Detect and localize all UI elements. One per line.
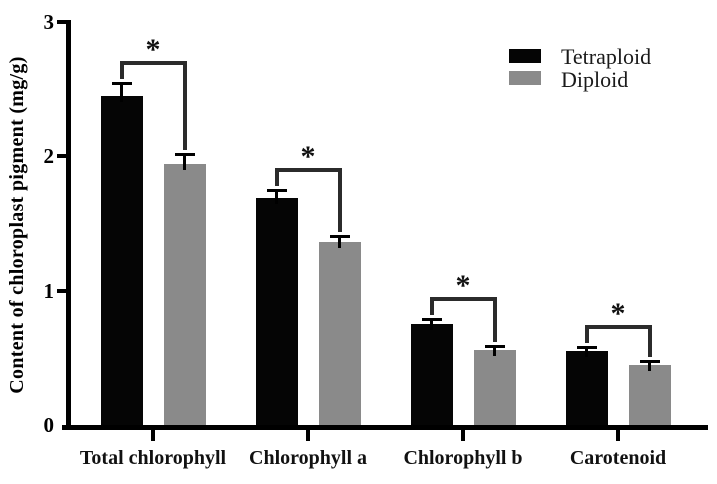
legend-swatch-tetraploid: [509, 49, 541, 63]
error-bar-cap-tetraploid-carotenoid: [576, 346, 597, 350]
error-bar-cap-diploid-total-chlorophyll: [174, 152, 195, 156]
significance-asterisk-chlorophyll-a: *: [300, 139, 316, 173]
bar-tetraploid-total-chlorophyll: [100, 95, 143, 425]
error-bar-stem-diploid-total-chlorophyll: [183, 153, 186, 171]
category-label-chlorophyll-a: Chlorophyll a: [249, 447, 367, 469]
error-bar-stem-tetraploid-chlorophyll-b: [430, 318, 433, 331]
y-tick-mark-3: [57, 20, 70, 25]
category-label-chlorophyll-b: Chlorophyll b: [403, 447, 523, 469]
category-label-total-chlorophyll: Total chlorophyll: [79, 447, 227, 469]
sig-bracket-top-total-chlorophyll: [119, 60, 187, 65]
significance-asterisk-chlorophyll-b: *: [455, 268, 471, 302]
sig-bracket-left-leg-chlorophyll-a: [274, 167, 279, 186]
legend-label-diploid: Diploid: [561, 67, 629, 92]
y-axis-title: Content of chloroplast pigment (mg/g): [6, 56, 28, 394]
error-bar-cap-diploid-chlorophyll-b: [484, 344, 505, 348]
error-bar-stem-tetraploid-total-chlorophyll: [120, 82, 123, 102]
sig-bracket-right-leg-chlorophyll-b: [492, 296, 497, 342]
error-bar-cap-diploid-chlorophyll-a: [329, 234, 350, 238]
x-tick-mark-chlorophyll-b: [461, 428, 465, 441]
x-axis-line: [62, 425, 708, 430]
error-bar-cap-tetraploid-total-chlorophyll: [111, 81, 132, 85]
sig-bracket-right-leg-carotenoid: [647, 325, 652, 357]
y-tick-label-3: 3: [43, 10, 55, 35]
y-axis-line: [66, 20, 71, 430]
sig-bracket-left-leg-carotenoid: [584, 325, 589, 344]
category-label-carotenoid: Carotenoid: [569, 447, 667, 469]
error-bar-stem-diploid-chlorophyll-b: [493, 345, 496, 356]
y-tick-mark-1: [57, 288, 70, 293]
error-bar-cap-diploid-carotenoid: [639, 359, 660, 363]
x-tick-mark-carotenoid: [616, 428, 620, 441]
error-bar-cap-tetraploid-chlorophyll-b: [421, 317, 442, 321]
y-tick-mark-2: [57, 154, 70, 159]
legend-label-tetraploid: Tetraploid: [561, 44, 652, 69]
bar-tetraploid-chlorophyll-b: [410, 324, 453, 425]
error-bar-stem-tetraploid-chlorophyll-a: [275, 189, 278, 205]
sig-bracket-left-leg-chlorophyll-b: [429, 296, 434, 315]
sig-bracket-right-leg-chlorophyll-a: [337, 167, 342, 232]
error-bar-stem-diploid-chlorophyll-a: [338, 235, 341, 249]
legend-swatch-diploid: [509, 71, 541, 85]
y-tick-label-0: 0: [43, 413, 55, 437]
sig-bracket-left-leg-total-chlorophyll: [119, 60, 124, 79]
y-tick-label-1: 1: [43, 278, 55, 303]
error-bar-cap-tetraploid-chlorophyll-a: [266, 188, 287, 192]
bar-diploid-carotenoid: [628, 364, 671, 425]
bar-diploid-total-chlorophyll: [163, 164, 206, 425]
error-bar-stem-tetraploid-carotenoid: [585, 347, 588, 358]
x-tick-mark-chlorophyll-a: [306, 428, 310, 441]
sig-bracket-top-chlorophyll-b: [429, 296, 497, 301]
significance-asterisk-carotenoid: *: [610, 297, 626, 331]
bar-diploid-chlorophyll-a: [318, 242, 361, 425]
error-bar-stem-diploid-carotenoid: [648, 360, 651, 371]
significance-asterisk-total-chlorophyll: *: [145, 32, 161, 66]
sig-bracket-top-chlorophyll-a: [274, 167, 342, 172]
y-tick-label-2: 2: [43, 144, 55, 169]
bar-diploid-chlorophyll-b: [473, 349, 516, 425]
sig-bracket-top-carotenoid: [584, 325, 652, 330]
x-tick-mark-total-chlorophyll: [151, 428, 155, 441]
sig-bracket-right-leg-total-chlorophyll: [182, 60, 187, 150]
bar-tetraploid-chlorophyll-a: [255, 198, 298, 425]
bar-tetraploid-carotenoid: [565, 351, 608, 425]
